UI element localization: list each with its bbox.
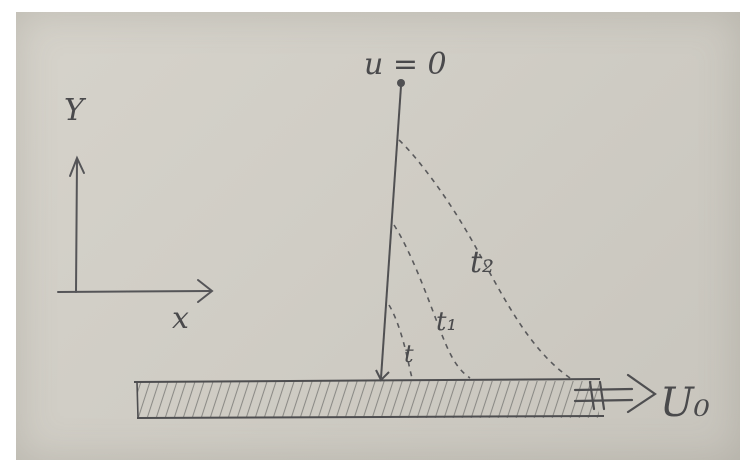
label-t2: t₂ bbox=[470, 245, 494, 280]
label-t-small: t bbox=[404, 340, 414, 368]
y-axis-arrow bbox=[75, 159, 78, 293]
x-axis-arrow bbox=[57, 290, 211, 293]
x-axis-arrowhead bbox=[197, 279, 214, 303]
label-t1: t₁ bbox=[436, 307, 457, 337]
velocity-profiles bbox=[388, 139, 571, 379]
probe-dot bbox=[397, 79, 405, 87]
moving-plate bbox=[133, 378, 605, 419]
top-velocity-label: u = 0 bbox=[364, 47, 447, 82]
coordinate-axes bbox=[57, 155, 214, 303]
plate-contact-arrowhead bbox=[375, 369, 390, 382]
profile-curve-t2 bbox=[398, 139, 571, 379]
y-axis-arrowhead bbox=[69, 155, 85, 177]
x-axis-label: x bbox=[172, 301, 189, 336]
y-axis-label: Y bbox=[64, 93, 87, 128]
plate-velocity-arrow bbox=[573, 373, 657, 414]
plate-velocity-label: U₀ bbox=[660, 380, 710, 426]
vertical-profile-line bbox=[380, 85, 402, 379]
profile-curve-t1 bbox=[393, 224, 471, 379]
